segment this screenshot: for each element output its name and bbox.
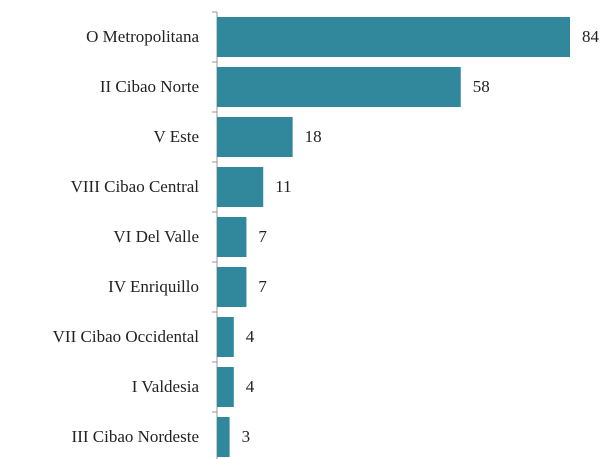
data-label: 7 xyxy=(258,227,267,246)
data-label: 4 xyxy=(246,377,255,396)
y-tick-label: III Cibao Nordeste xyxy=(72,427,199,446)
bar xyxy=(217,367,234,407)
bar xyxy=(217,267,247,307)
bar xyxy=(217,317,234,357)
y-tick-label: O Metropolitana xyxy=(86,27,199,46)
bar xyxy=(217,417,230,457)
data-label: 58 xyxy=(473,77,490,96)
y-tick-label: VIII Cibao Central xyxy=(71,177,200,196)
y-tick-label: IV Enriquillo xyxy=(108,277,199,296)
bar xyxy=(217,67,461,107)
bar xyxy=(217,17,570,57)
y-tick-label: VI Del Valle xyxy=(113,227,199,246)
y-tick-label: I Valdesia xyxy=(132,377,200,396)
bar xyxy=(217,117,293,157)
data-label: 3 xyxy=(242,427,251,446)
y-tick-label: V Este xyxy=(154,127,200,146)
data-label: 4 xyxy=(246,327,255,346)
data-label: 18 xyxy=(305,127,322,146)
data-label: 7 xyxy=(258,277,267,296)
data-label: 11 xyxy=(275,177,291,196)
bar xyxy=(217,167,264,207)
bar xyxy=(217,217,247,257)
y-tick-label: II Cibao Norte xyxy=(100,77,199,96)
data-label: 84 xyxy=(582,27,600,46)
y-tick-label: VII Cibao Occidental xyxy=(53,327,200,346)
